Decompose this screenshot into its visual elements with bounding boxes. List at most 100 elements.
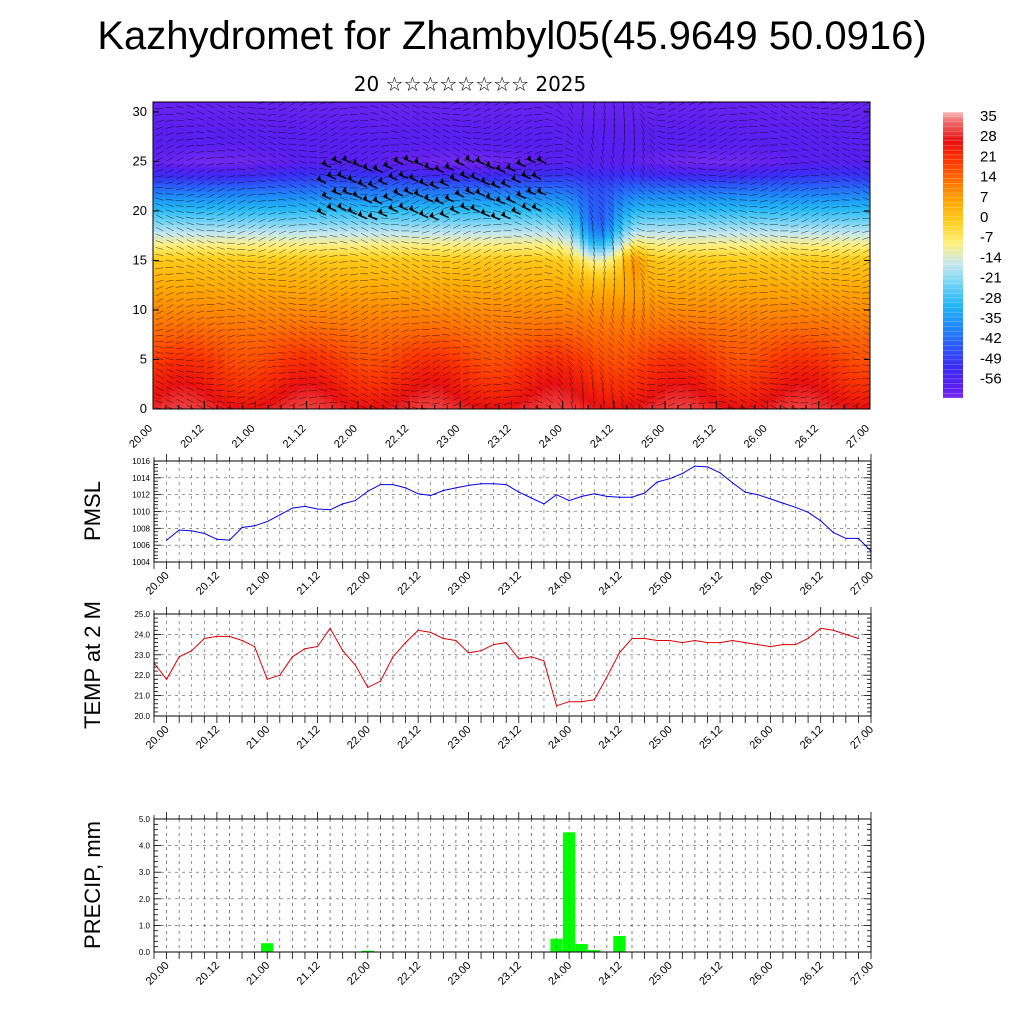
field-cell — [477, 357, 487, 362]
field-cell — [409, 190, 419, 195]
field-cell — [195, 180, 205, 185]
field-cell — [477, 187, 487, 192]
field-cell — [263, 320, 274, 325]
field-cell — [204, 330, 214, 335]
field-cell — [357, 286, 367, 291]
field-cell — [400, 149, 410, 154]
field-cell — [426, 255, 436, 260]
field-cell — [212, 275, 222, 280]
field-cell — [246, 398, 257, 403]
field-cell — [281, 320, 291, 325]
field-cell — [187, 269, 197, 274]
field-cell — [494, 357, 504, 362]
field-cell — [315, 258, 325, 263]
field-cell — [494, 136, 504, 141]
field-cell — [392, 347, 402, 352]
field-cell — [477, 306, 487, 311]
field-cell — [579, 357, 589, 362]
field-cell — [153, 166, 163, 171]
field-cell — [434, 180, 444, 185]
field-cell — [323, 231, 333, 236]
field-cell — [579, 347, 589, 352]
field-cell — [323, 351, 333, 356]
field-cell — [229, 279, 239, 284]
field-cell — [400, 299, 410, 304]
field-cell — [289, 180, 299, 185]
field-cell — [315, 108, 325, 113]
field-cell — [195, 159, 205, 164]
field-cell — [204, 299, 214, 304]
field-cell — [229, 166, 239, 171]
field-cell — [298, 146, 308, 151]
field-cell — [451, 351, 461, 356]
field-cell — [605, 214, 615, 219]
field-cell — [400, 364, 410, 369]
field-cell — [374, 248, 385, 253]
field-cell — [622, 296, 632, 301]
field-cell — [298, 262, 308, 267]
field-cell — [562, 214, 572, 219]
field-cell — [468, 381, 478, 386]
field-cell — [588, 275, 598, 280]
field-cell — [520, 279, 530, 284]
field-cell — [204, 296, 214, 301]
field-cell — [178, 190, 188, 195]
field-cell — [545, 371, 555, 376]
field-cell — [255, 132, 265, 137]
field-cell — [323, 398, 333, 403]
field-cell — [298, 217, 308, 222]
field-cell — [170, 136, 180, 141]
field-cell — [340, 163, 350, 168]
field-cell — [221, 190, 231, 195]
field-cell — [272, 330, 282, 335]
field-cell — [571, 374, 581, 379]
field-cell — [579, 398, 589, 403]
field-cell — [485, 211, 496, 216]
field-cell — [537, 207, 547, 212]
field-cell — [332, 330, 342, 335]
field-cell — [340, 330, 350, 335]
field-cell — [246, 340, 257, 345]
field-cell — [374, 258, 385, 263]
field-cell — [221, 347, 231, 352]
field-cell — [178, 286, 188, 291]
field-cell — [613, 351, 624, 356]
field-cell — [263, 255, 274, 260]
field-cell — [417, 187, 427, 192]
field-cell — [571, 381, 581, 386]
field-cell — [272, 388, 282, 393]
field-cell — [289, 299, 299, 304]
field-cell — [306, 235, 316, 240]
field-cell — [511, 122, 521, 127]
field-cell — [255, 170, 265, 175]
field-cell — [400, 381, 410, 386]
field-cell — [477, 139, 487, 144]
field-cell — [460, 296, 470, 301]
field-cell — [511, 303, 521, 308]
field-cell — [357, 224, 367, 229]
field-cell — [187, 306, 197, 311]
field-cell — [315, 204, 325, 209]
field-cell — [554, 183, 564, 188]
field-cell — [443, 323, 453, 328]
field-cell — [443, 378, 453, 383]
field-cell — [170, 303, 180, 308]
field-cell — [537, 142, 547, 147]
field-cell — [340, 173, 350, 178]
field-cell — [306, 310, 316, 315]
field-cell — [263, 258, 274, 263]
field-cell — [153, 327, 163, 332]
field-cell — [528, 258, 538, 263]
field-cell — [460, 115, 470, 120]
field-cell — [306, 405, 316, 409]
field-cell — [315, 306, 325, 311]
field-cell — [383, 122, 393, 127]
field-cell — [221, 351, 231, 356]
field-cell — [298, 224, 308, 229]
field-cell — [417, 289, 427, 294]
field-cell — [263, 279, 274, 284]
field-cell — [468, 248, 478, 253]
field-cell — [170, 224, 180, 229]
field-cell — [545, 310, 555, 315]
field-cell — [187, 398, 197, 403]
